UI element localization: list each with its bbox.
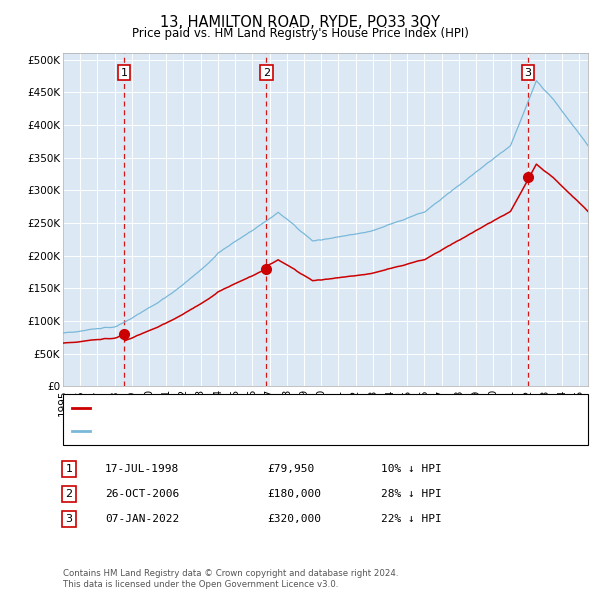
- Text: 3: 3: [65, 514, 73, 524]
- Text: 2: 2: [263, 68, 270, 78]
- Text: 2: 2: [65, 489, 73, 499]
- Text: Price paid vs. HM Land Registry's House Price Index (HPI): Price paid vs. HM Land Registry's House …: [131, 27, 469, 40]
- Text: 10% ↓ HPI: 10% ↓ HPI: [381, 464, 442, 474]
- Text: 3: 3: [524, 68, 532, 78]
- Text: HPI: Average price, detached house, Isle of Wight: HPI: Average price, detached house, Isle…: [93, 426, 351, 436]
- Text: £180,000: £180,000: [267, 489, 321, 499]
- Text: 13, HAMILTON ROAD, RYDE, PO33 3QY (detached house): 13, HAMILTON ROAD, RYDE, PO33 3QY (detac…: [93, 403, 388, 413]
- Text: 07-JAN-2022: 07-JAN-2022: [105, 514, 179, 524]
- Text: 28% ↓ HPI: 28% ↓ HPI: [381, 489, 442, 499]
- Text: £320,000: £320,000: [267, 514, 321, 524]
- Text: £79,950: £79,950: [267, 464, 314, 474]
- Text: 26-OCT-2006: 26-OCT-2006: [105, 489, 179, 499]
- Text: 1: 1: [121, 68, 127, 78]
- Text: 17-JUL-1998: 17-JUL-1998: [105, 464, 179, 474]
- Text: 22% ↓ HPI: 22% ↓ HPI: [381, 514, 442, 524]
- Text: Contains HM Land Registry data © Crown copyright and database right 2024.
This d: Contains HM Land Registry data © Crown c…: [63, 569, 398, 589]
- Text: 1: 1: [65, 464, 73, 474]
- Text: 13, HAMILTON ROAD, RYDE, PO33 3QY: 13, HAMILTON ROAD, RYDE, PO33 3QY: [160, 15, 440, 30]
